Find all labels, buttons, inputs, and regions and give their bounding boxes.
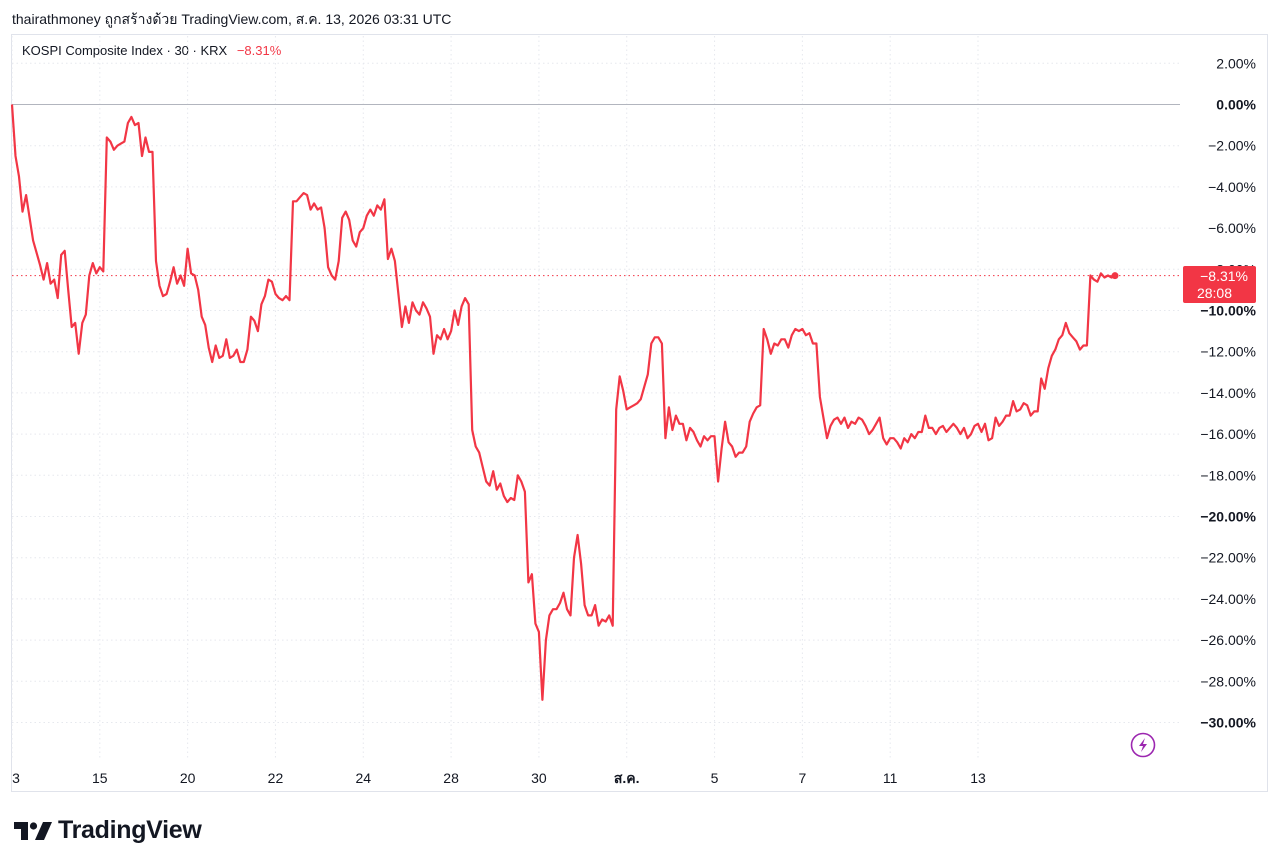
y-tick-label: −22.00%	[1200, 550, 1256, 566]
x-tick-label: 7	[798, 770, 806, 786]
x-tick-label: 20	[180, 770, 196, 786]
x-axis-labels: 3 15 20 22 24 28 30 ส.ค. 5 7 11 13	[12, 770, 986, 786]
y-tick-label: −18.00%	[1200, 467, 1256, 483]
y-tick-label: −2.00%	[1208, 138, 1256, 154]
symbol-change: −8.31%	[236, 43, 282, 58]
last-price-dot	[1111, 272, 1119, 280]
x-tick-label: 28	[443, 770, 459, 786]
y-tick-label: −24.00%	[1200, 591, 1256, 607]
chart-frame	[11, 34, 1268, 792]
y-tick-label: −14.00%	[1200, 385, 1256, 401]
y-tick-label: −20.00%	[1200, 509, 1256, 525]
x-tick-label: 24	[355, 770, 371, 786]
x-tick-label: 5	[711, 770, 719, 786]
symbol-legend[interactable]: KOSPI Composite Index · 30 · KRX −8.31%	[22, 43, 281, 58]
y-tick-label: −16.00%	[1200, 426, 1256, 442]
x-tick-label: 30	[531, 770, 547, 786]
y-tick-label: −6.00%	[1208, 220, 1256, 236]
x-tick-label: 13	[970, 770, 986, 786]
y-axis-labels: 2.00%0.00%−2.00%−4.00%−6.00%−8.00%−10.00…	[1200, 55, 1256, 730]
y-tick-label: −4.00%	[1208, 179, 1256, 195]
bar-countdown: 28:08	[1197, 285, 1232, 301]
y-tick-label: −26.00%	[1200, 632, 1256, 648]
tradingview-logo-icon	[14, 821, 52, 840]
y-tick-label: 0.00%	[1216, 97, 1256, 113]
symbol-name: KOSPI Composite Index · 30 · KRX	[22, 43, 228, 58]
y-tick-label: −28.00%	[1200, 673, 1256, 689]
x-tick-label: 3	[12, 770, 20, 786]
x-tick-label: 22	[268, 770, 284, 786]
last-price-badge: −8.31% 28:08	[1183, 266, 1256, 303]
x-tick-label: 11	[883, 770, 898, 786]
x-tick-label: ส.ค.	[614, 770, 640, 786]
last-price-value: −8.31%	[1200, 268, 1248, 284]
brand-name: TradingView	[58, 816, 202, 844]
y-tick-label: −30.00%	[1200, 715, 1256, 731]
x-tick-label: 15	[92, 770, 108, 786]
chart-caption: thairathmoney ถูกสร้างด้วย TradingView.c…	[12, 11, 452, 27]
flash-icon[interactable]	[1130, 732, 1156, 758]
y-tick-label: −12.00%	[1200, 344, 1256, 360]
y-tick-label: −10.00%	[1200, 303, 1256, 319]
tradingview-brand[interactable]: TradingView	[14, 816, 202, 845]
y-tick-label: 2.00%	[1216, 55, 1256, 71]
series-line	[10, 104, 1116, 701]
grid-lines	[11, 36, 1180, 760]
